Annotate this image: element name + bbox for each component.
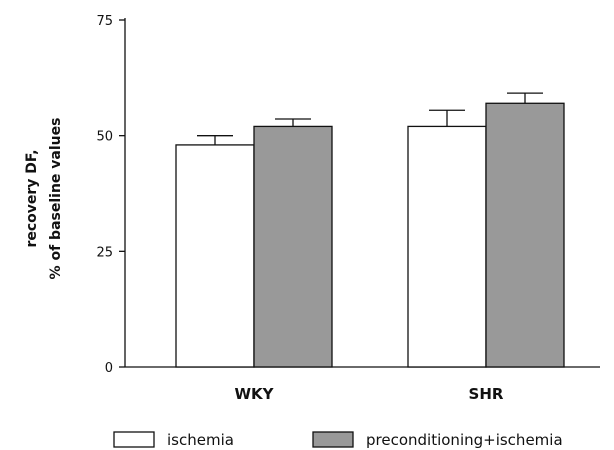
legend-swatch <box>113 431 155 448</box>
y-tick-label: 0 <box>105 361 113 376</box>
bars <box>175 92 565 368</box>
legend-label: preconditioning+ischemia <box>366 431 563 449</box>
x-tick-label: WKY <box>234 385 274 403</box>
bar-shr-1 <box>485 102 565 368</box>
bar-shr-0 <box>407 125 487 368</box>
y-axis-label-line: % of baseline values <box>48 118 64 280</box>
bar-wky-1 <box>253 125 333 368</box>
y-tick-label: 50 <box>96 130 113 145</box>
legend-swatch <box>312 431 354 448</box>
y-axis-label: recovery DF, % of baseline values <box>24 118 64 280</box>
bar-wky-0 <box>175 144 255 368</box>
x-axis: WKY SHR <box>125 366 600 403</box>
y-tick-label: 75 <box>96 14 113 29</box>
legend-label: ischemia <box>167 431 234 449</box>
x-tick-label: SHR <box>469 385 504 403</box>
y-axis: 0 25 50 75 <box>96 14 126 376</box>
legend: ischemia preconditioning+ischemia <box>113 431 563 449</box>
y-axis-label-line: recovery DF, <box>24 149 40 247</box>
y-tick-label: 25 <box>96 245 113 260</box>
